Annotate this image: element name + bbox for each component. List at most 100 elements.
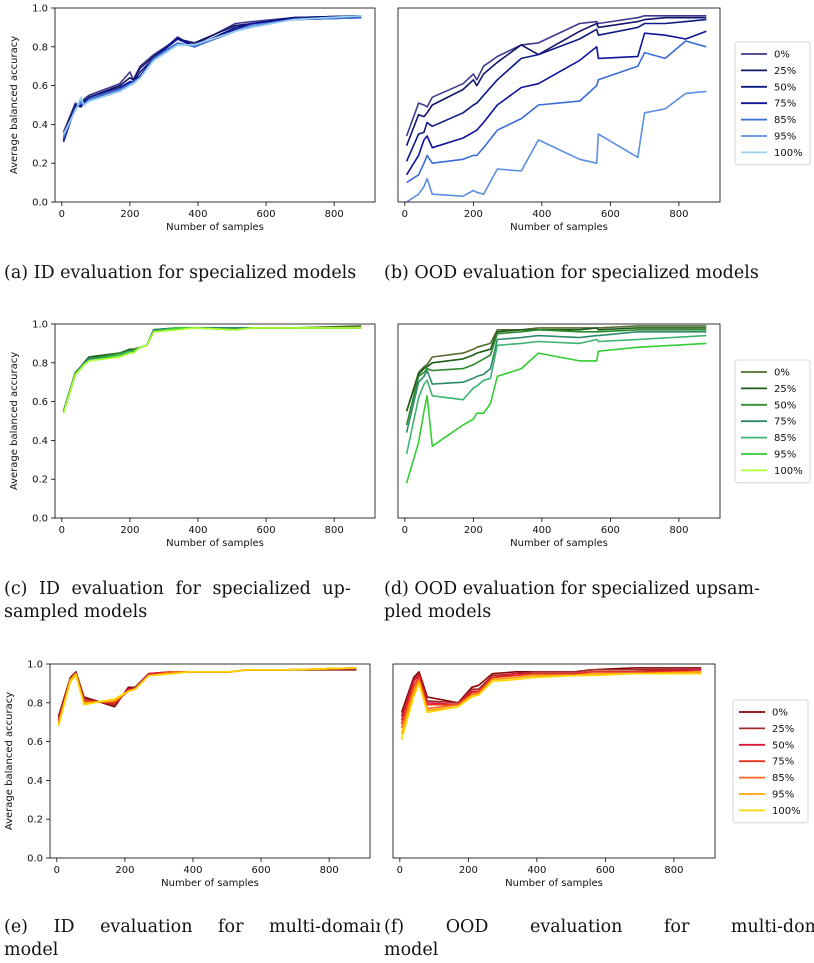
- legend-label: 25%: [774, 384, 796, 395]
- series-line-a-2: [62, 15, 362, 141]
- x-tick-label: 0: [397, 865, 403, 876]
- x-tick-label: 400: [183, 865, 202, 876]
- x-tick-label: 600: [596, 865, 615, 876]
- series-line-c-1: [62, 327, 362, 412]
- x-axis-label: Number of samples: [161, 878, 259, 889]
- legend-label: 75%: [774, 99, 796, 110]
- series-line-e-1: [57, 668, 357, 719]
- x-tick-label: 800: [664, 865, 683, 876]
- series-line-e-5: [57, 667, 357, 725]
- series-line-c-0: [62, 325, 362, 412]
- x-tick-label: 600: [257, 209, 276, 220]
- legend-label: 50%: [774, 82, 796, 93]
- series-line-d-1: [405, 327, 707, 412]
- series-line-f-3: [400, 670, 702, 725]
- legend-label: 75%: [772, 757, 794, 768]
- y-tick-label: 0.2: [32, 475, 48, 486]
- series-line-c-6: [62, 327, 362, 414]
- y-tick-label: 0.2: [27, 815, 43, 826]
- x-tick-label: 600: [601, 525, 620, 536]
- legend-f: 0% 25% 50% 75% 85% 95% 100%: [732, 699, 809, 824]
- y-tick-label: 0.4: [32, 120, 48, 131]
- chart-panel-f: 0 200 400 600 800 Number of samples 0% 25% 50% 75…: [392, 663, 809, 889]
- caption-e-line2: model: [4, 940, 59, 960]
- series-line-b-5: [406, 90, 707, 203]
- legend-label: 95%: [772, 790, 794, 801]
- series-line-e-2: [57, 667, 357, 721]
- y-axis-label: Average balanced accuracy: [4, 692, 15, 830]
- legend-label: 0%: [774, 50, 790, 61]
- x-axis-label: Number of samples: [505, 878, 603, 889]
- x-tick-label: 600: [257, 525, 276, 536]
- x-tick-label: 0: [59, 525, 65, 536]
- series-line-a-1: [62, 15, 362, 135]
- x-axis-label: Number of samples: [166, 538, 264, 549]
- chart-panel-e: 0 200 400 600 800 0.0 0.2 0.4 0.6 0.8 1.0 Number of…: [4, 660, 371, 889]
- x-tick-label: 200: [459, 865, 478, 876]
- series-line-c-5: [62, 327, 362, 414]
- legend-label: 25%: [774, 66, 796, 77]
- legend-label: 95%: [774, 132, 796, 143]
- series-line-d-2: [405, 328, 707, 426]
- plot-frame: [54, 7, 376, 203]
- x-tick-label: 200: [120, 525, 139, 536]
- caption-e-line1: (e) ID evaluation for multi-domain: [4, 917, 380, 937]
- series-line-e-4: [57, 667, 357, 725]
- caption-b: (b) OOD evaluation for specialized model…: [384, 263, 759, 283]
- series-line-b-4: [406, 40, 707, 184]
- x-tick-label: 400: [532, 525, 551, 536]
- x-tick-label: 800: [325, 209, 344, 220]
- y-tick-label: 0.8: [32, 358, 48, 369]
- legend-box: [734, 41, 811, 166]
- legend-d: 0% 25% 50% 75% 85% 95% 100%: [734, 359, 811, 484]
- x-tick-label: 0: [59, 209, 65, 220]
- legend-box: [732, 699, 809, 824]
- x-tick-label: 0: [54, 865, 60, 876]
- y-tick-label: 0.0: [27, 854, 43, 865]
- chart-panel-d: 0 200 400 600 800 Number of samples 0% 25% 50% 75…: [397, 323, 811, 549]
- y-axis-label: Average balanced accuracy: [9, 352, 20, 490]
- series-line-d-3: [405, 330, 707, 433]
- plot-frame: [397, 7, 721, 203]
- series-line-b-2: [405, 18, 707, 162]
- caption-c-line1: (c) ID evaluation for specialized up-: [4, 579, 351, 599]
- y-tick-label: 1.0: [27, 660, 43, 671]
- x-tick-label: 200: [464, 525, 483, 536]
- chart-panel-c: 0 200 400 600 800 0.0 0.2 0.4 0.6 0.8 1.0 Number of…: [9, 320, 376, 549]
- legend-label: 100%: [772, 806, 801, 817]
- legend-label: 85%: [774, 115, 796, 126]
- y-tick-label: 1.0: [32, 320, 48, 331]
- legend-label: 85%: [772, 773, 794, 784]
- legend-label: 50%: [772, 740, 794, 751]
- x-tick-label: 400: [532, 209, 551, 220]
- x-tick-label: 200: [120, 209, 139, 220]
- series-line-d-4: [405, 334, 707, 455]
- caption-a: (a) ID evaluation for specialized models: [4, 263, 357, 283]
- legend-label: 0%: [774, 368, 790, 379]
- series-line-a-6: [62, 15, 362, 135]
- legend-label: 100%: [774, 466, 803, 477]
- caption-d-line2: pled models: [384, 602, 492, 622]
- legend-label: 75%: [774, 417, 796, 428]
- legend-label: 0%: [772, 708, 788, 719]
- legend-label: 85%: [774, 433, 796, 444]
- y-tick-label: 0.0: [32, 198, 48, 209]
- x-axis-label: Number of samples: [510, 538, 608, 549]
- plot-frame: [397, 323, 721, 519]
- plot-frame: [392, 663, 716, 859]
- series-line-c-4: [62, 327, 362, 414]
- x-axis-label: Number of samples: [510, 222, 608, 233]
- legend-label: 25%: [772, 724, 794, 735]
- x-tick-label: 800: [669, 209, 688, 220]
- caption-f-line1: (f) OOD evaluation for multi-domain: [384, 917, 814, 937]
- series-line-b-1: [405, 16, 707, 146]
- plot-frame: [54, 323, 376, 519]
- series-line-a-0: [62, 15, 362, 133]
- series-line-f-6: [400, 672, 702, 740]
- series-line-b-3: [405, 30, 707, 176]
- series-line-a-5: [62, 15, 362, 137]
- x-tick-label: 200: [115, 865, 134, 876]
- x-tick-label: 600: [601, 209, 620, 220]
- legend-b: 0% 25% 50% 75% 85% 95% 100%: [734, 41, 811, 166]
